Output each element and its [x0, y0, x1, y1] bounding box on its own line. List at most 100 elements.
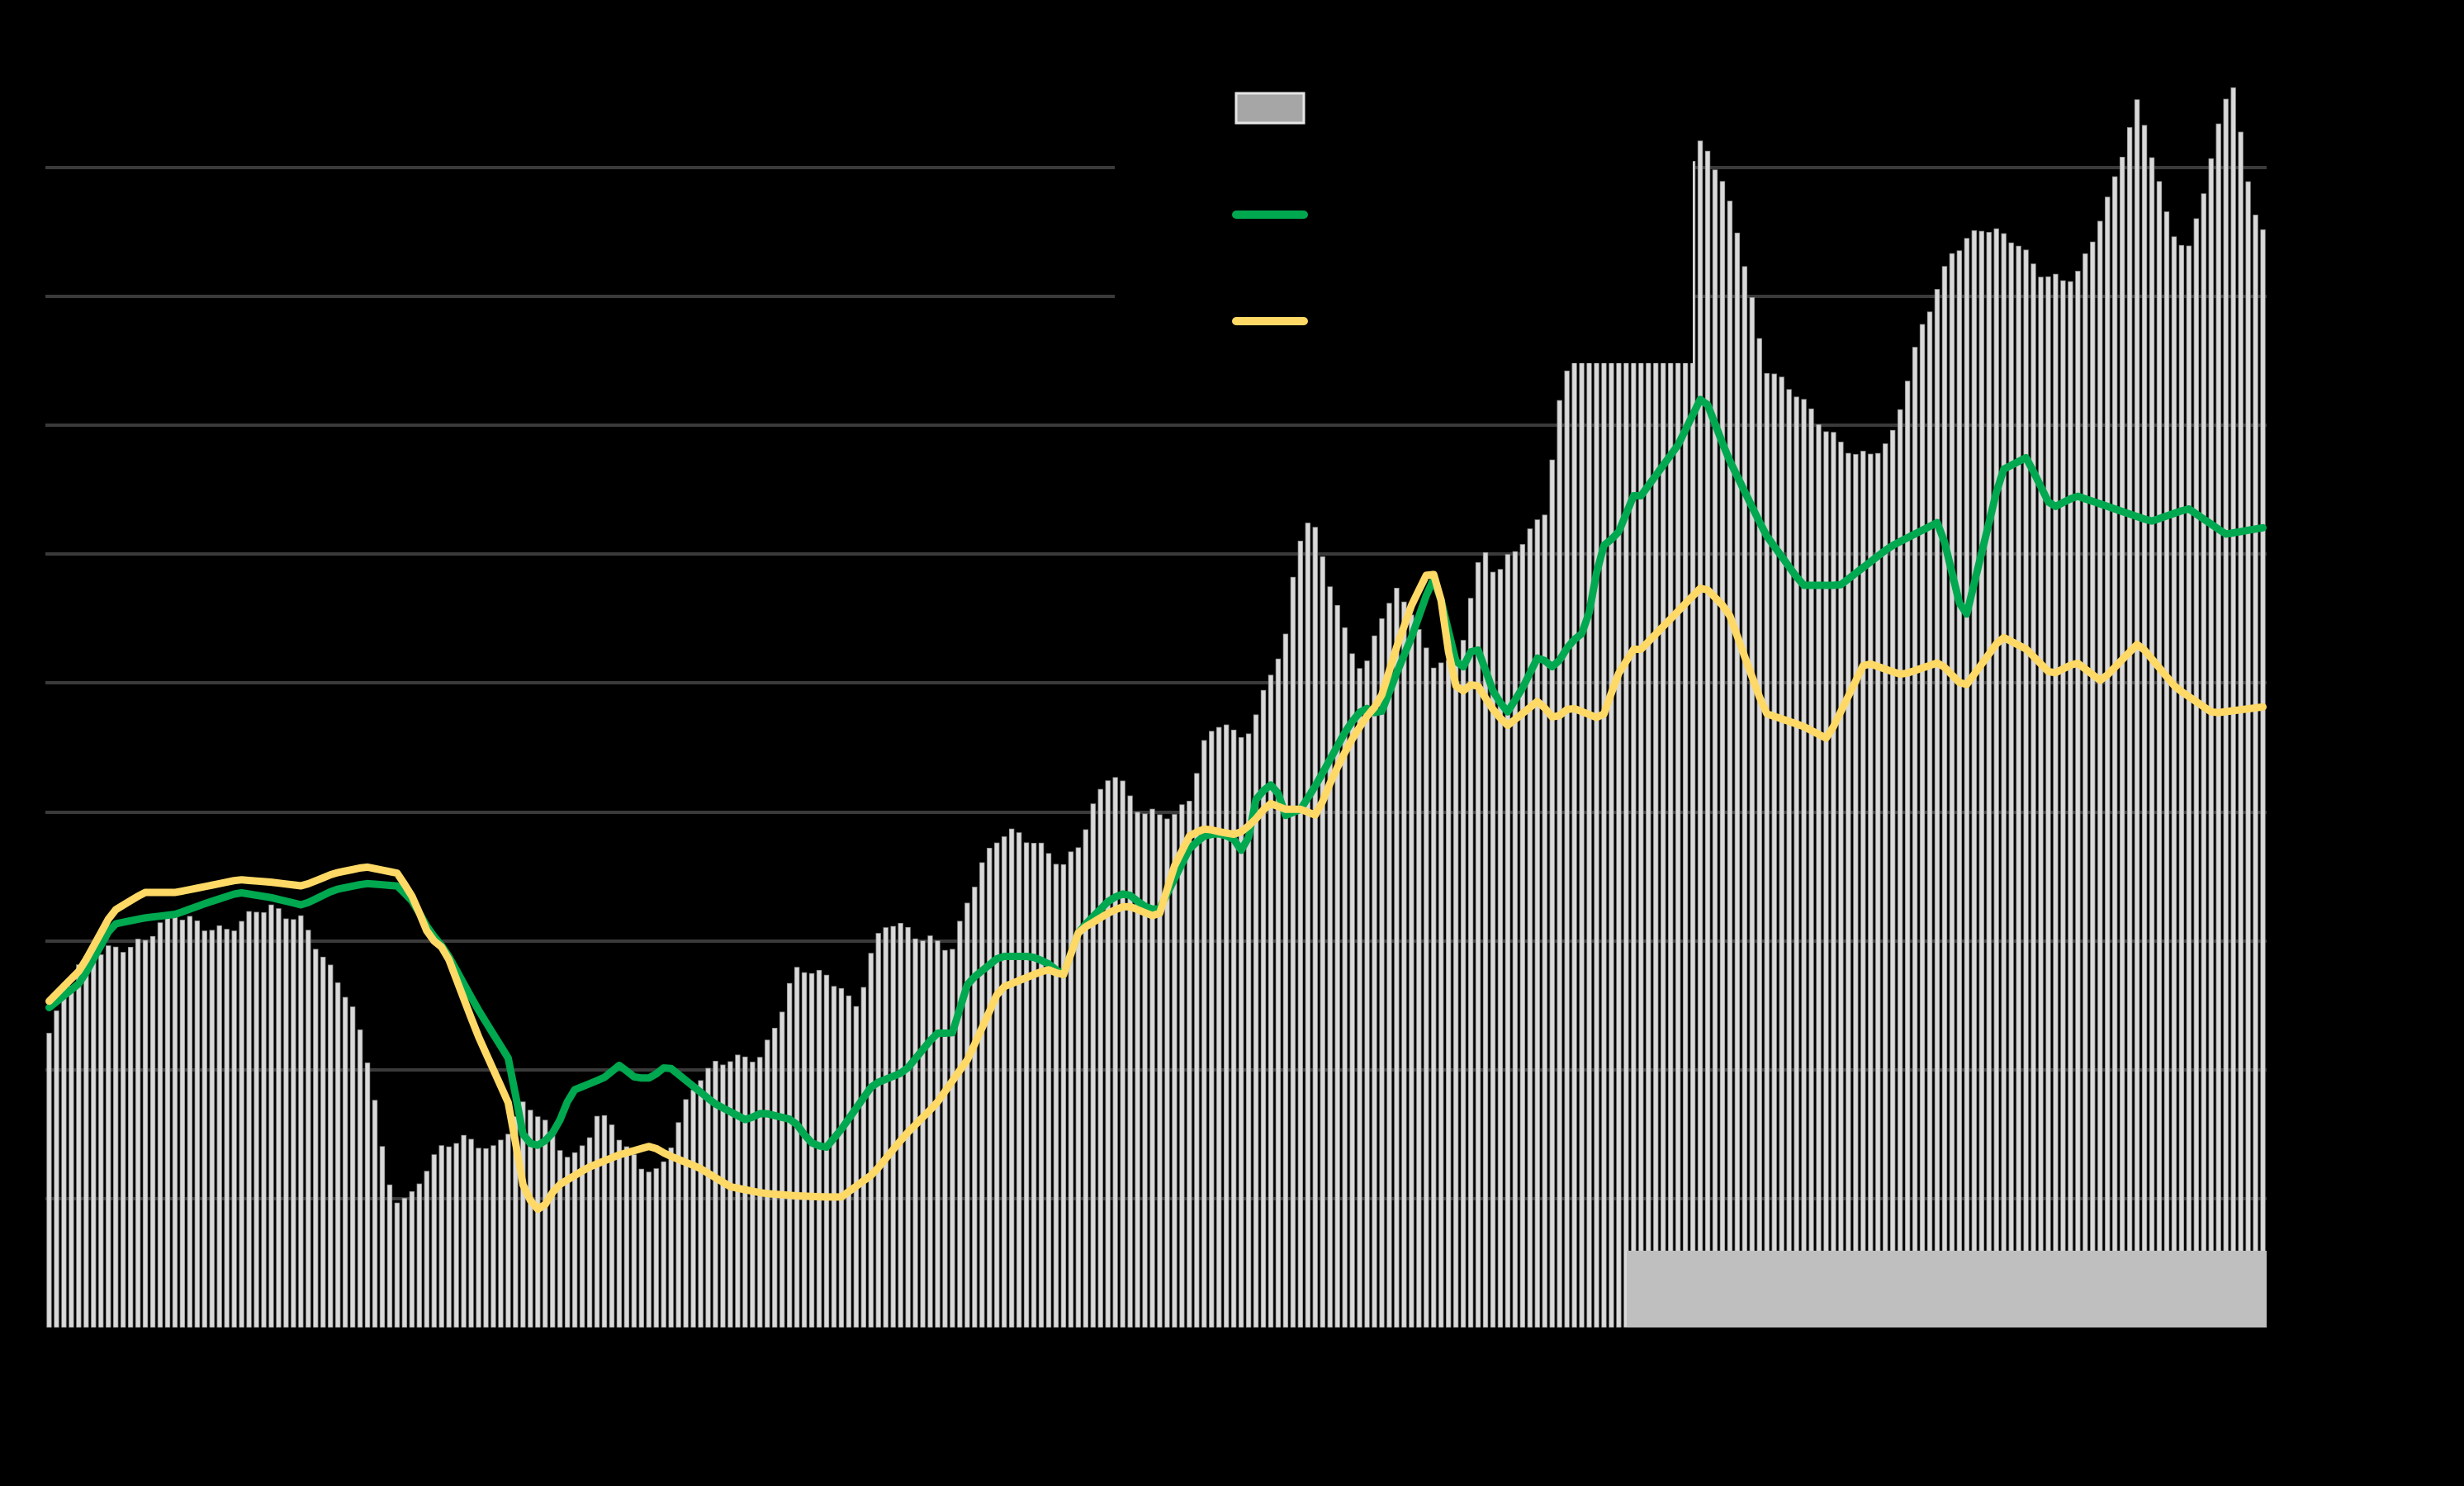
bar	[1401, 601, 1407, 1328]
bar	[1268, 674, 1274, 1328]
bar	[927, 935, 933, 1328]
bar	[120, 952, 126, 1328]
bar	[823, 974, 830, 1328]
bar	[1609, 316, 1614, 1328]
bar	[291, 919, 296, 1328]
bar	[1897, 409, 1903, 1328]
bar	[2105, 196, 2111, 1328]
bar	[298, 915, 304, 1328]
bar	[875, 933, 881, 1328]
bar	[1312, 527, 1318, 1328]
bar	[216, 925, 222, 1328]
bar	[424, 1171, 429, 1328]
bar	[616, 1139, 623, 1328]
bar	[401, 1198, 408, 1328]
bar	[1297, 541, 1304, 1328]
bar	[1601, 338, 1607, 1328]
bar	[505, 1133, 511, 1328]
bar	[1764, 372, 1770, 1328]
bar	[1060, 864, 1067, 1328]
bar	[1504, 554, 1511, 1328]
bar	[1734, 232, 1741, 1328]
shaded-forecast-region	[1627, 1251, 2267, 1327]
bar	[476, 1148, 481, 1328]
bar	[801, 972, 808, 1328]
bar	[1557, 400, 1562, 1328]
bar	[727, 1061, 733, 1328]
bar	[1949, 253, 1955, 1328]
bar	[1349, 653, 1355, 1328]
bar	[653, 1168, 659, 1328]
bar	[846, 995, 852, 1328]
bar	[1120, 780, 1125, 1328]
bar	[2119, 156, 2125, 1328]
bar	[786, 982, 793, 1328]
bar	[1816, 424, 1822, 1328]
bar	[631, 1154, 637, 1328]
bar	[2126, 127, 2133, 1328]
bar	[2163, 211, 2170, 1328]
bar	[1801, 399, 1807, 1328]
bar	[779, 1011, 785, 1328]
bar	[1008, 828, 1015, 1328]
bar	[1209, 731, 1215, 1328]
bar	[623, 1146, 630, 1328]
bar	[1712, 169, 1718, 1328]
bar-series	[46, 87, 2266, 1328]
bar	[1956, 250, 1963, 1328]
bar	[1467, 598, 1474, 1328]
bar	[76, 964, 82, 1328]
bar	[1372, 635, 1377, 1328]
bar	[246, 911, 252, 1328]
bar	[1142, 813, 1148, 1328]
yellow-line-series	[45, 570, 2267, 1214]
bar	[2075, 271, 2081, 1328]
bar	[342, 996, 348, 1328]
bar	[172, 916, 178, 1328]
bar	[1216, 726, 1222, 1328]
bar	[1083, 829, 1089, 1328]
bar	[187, 916, 193, 1328]
bar	[2008, 242, 2014, 1328]
bar	[1727, 201, 1733, 1328]
bar	[379, 1146, 386, 1328]
bar	[1534, 519, 1540, 1328]
bar	[1860, 451, 1866, 1328]
bar	[2016, 245, 2021, 1328]
bar	[1719, 181, 1726, 1328]
bar	[1883, 443, 1888, 1328]
bar	[2178, 244, 2185, 1328]
bar	[364, 1062, 371, 1328]
bar	[1579, 355, 1585, 1328]
line-series	[45, 395, 2267, 1214]
bar	[964, 902, 970, 1328]
bar	[1704, 150, 1711, 1328]
bar	[1172, 814, 1178, 1328]
bar	[1638, 273, 1644, 1328]
bar	[1045, 853, 1052, 1328]
bar	[127, 946, 134, 1328]
bar	[690, 1090, 696, 1328]
bar	[1275, 658, 1282, 1328]
bar	[1808, 408, 1814, 1328]
bar	[675, 1122, 681, 1328]
bar	[461, 1134, 467, 1328]
bar	[2053, 273, 2059, 1328]
bar	[1912, 347, 1918, 1328]
bar	[254, 911, 259, 1328]
bar	[164, 915, 171, 1328]
bar	[2134, 99, 2140, 1328]
bar	[765, 1039, 770, 1328]
bar	[1394, 588, 1400, 1328]
bar	[935, 940, 941, 1328]
bar	[1446, 660, 1452, 1328]
bar	[438, 1145, 444, 1328]
bar	[1623, 247, 1629, 1328]
bar	[2215, 123, 2221, 1328]
bar	[1741, 266, 1748, 1328]
bar	[1653, 251, 1659, 1328]
bar	[2238, 131, 2244, 1328]
bar	[1978, 230, 1984, 1328]
bar	[1941, 266, 1948, 1328]
